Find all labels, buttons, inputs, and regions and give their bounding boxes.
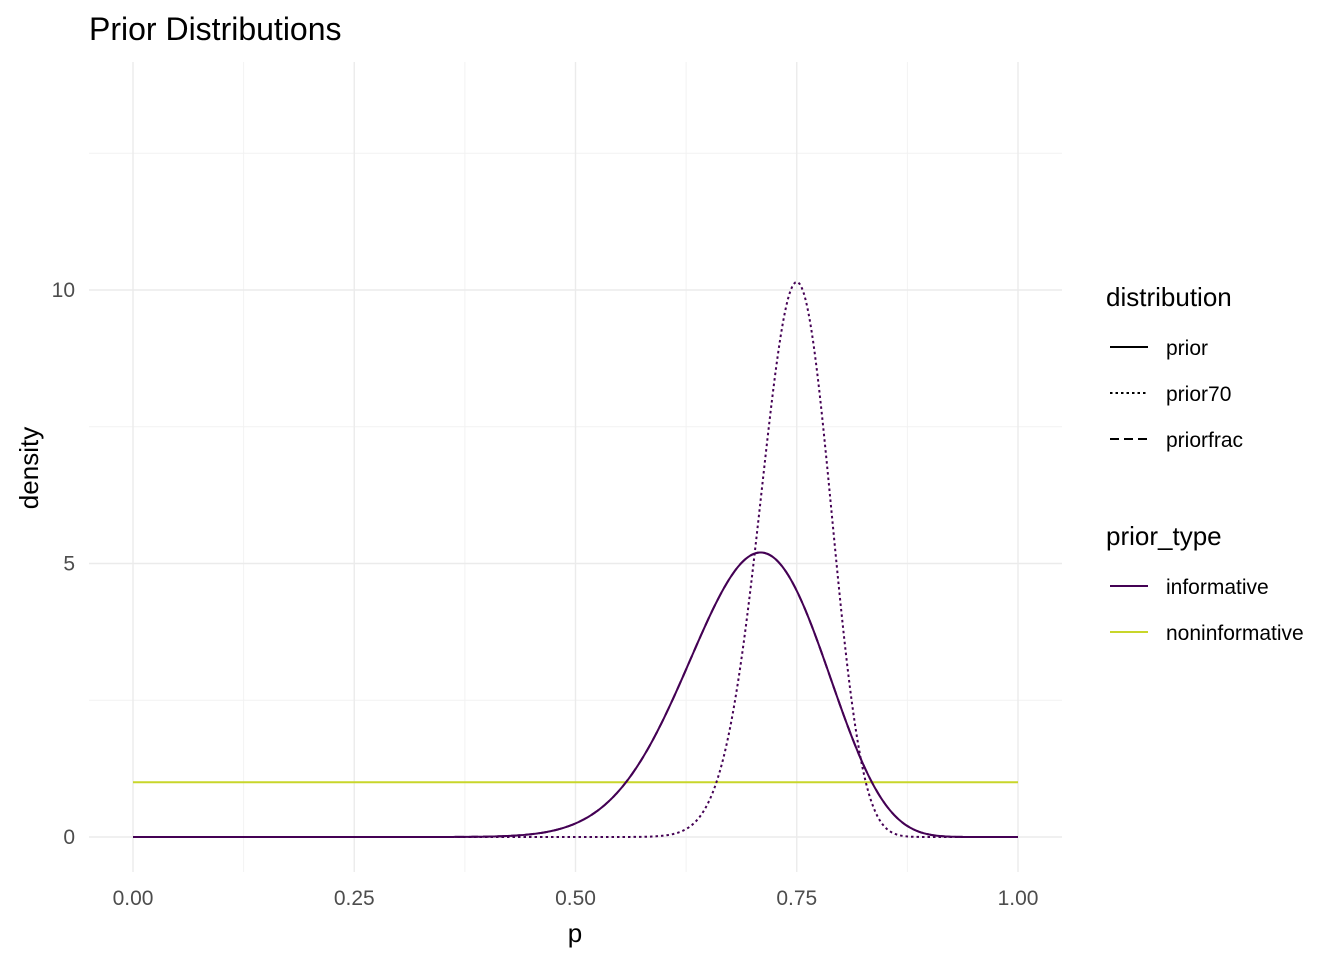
grid-major [89, 62, 1062, 872]
y-axis-ticks: 0 5 10 [52, 279, 75, 849]
x-tick-label: 1.00 [998, 887, 1039, 910]
legend-label-noninformative: noninformative [1166, 622, 1304, 645]
chart-title: Prior Distributions [89, 11, 342, 47]
x-tick-label: 0.00 [113, 887, 154, 910]
y-tick-label: 10 [52, 279, 75, 302]
legend-label-informative: informative [1166, 576, 1269, 599]
series-line-prior70-informative [133, 280, 1018, 838]
y-axis-title: density [14, 427, 44, 509]
x-axis-title: p [568, 918, 582, 948]
legend-label-prior70: prior70 [1166, 383, 1231, 406]
x-axis-ticks: 0.00 0.25 0.50 0.75 1.00 [113, 887, 1039, 910]
legend-label-prior: prior [1166, 337, 1208, 360]
series-line-prior-informative [133, 551, 1018, 838]
legend-title-distribution: distribution [1106, 282, 1232, 312]
y-tick-label: 0 [63, 826, 75, 849]
x-tick-label: 0.75 [776, 887, 817, 910]
legend-label-priorfrac: priorfrac [1166, 429, 1243, 452]
series-layer [133, 280, 1018, 838]
y-tick-label: 5 [63, 553, 75, 576]
legend: distribution prior prior70 priorfrac prior_t… [1106, 282, 1304, 645]
x-tick-label: 0.50 [555, 887, 596, 910]
x-tick-label: 0.25 [334, 887, 375, 910]
legend-title-prior-type: prior_type [1106, 521, 1222, 551]
